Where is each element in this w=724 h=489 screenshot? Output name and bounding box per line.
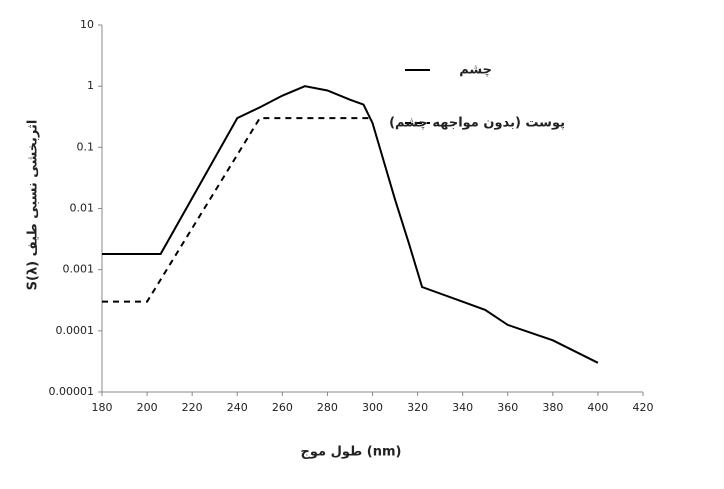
x-tick-label: 280 (317, 401, 338, 414)
legend-label: چشم (459, 63, 492, 78)
x-tick-label: 240 (227, 401, 248, 414)
y-tick-label: 0.01 (70, 202, 95, 215)
x-tick-label: 400 (587, 401, 608, 414)
y-tick-label: 0.0001 (56, 324, 95, 337)
x-tick-label: 340 (452, 401, 473, 414)
x-tick-label: 200 (137, 401, 158, 414)
x-tick-label: 180 (92, 401, 113, 414)
y-tick-label: 0.00001 (49, 385, 95, 398)
x-tick-label: 420 (633, 401, 654, 414)
y-axis-label: اثربخشی نسبی طیف S(λ) (26, 120, 41, 291)
x-tick-label: 260 (272, 401, 293, 414)
legend-label: پوست (بدون مواجهه چشم) (389, 116, 565, 131)
x-tick-label: 360 (497, 401, 518, 414)
x-tick-label: 320 (407, 401, 428, 414)
x-axis-label: طول موج (nm) (301, 445, 402, 460)
x-tick-label: 300 (362, 401, 383, 414)
y-tick-label: 0.001 (63, 263, 95, 276)
y-tick-label: 1 (87, 79, 94, 92)
y-tick-label: 0.1 (77, 140, 95, 153)
series-line (102, 85, 599, 364)
x-tick-label: 220 (182, 401, 203, 414)
y-tick-label: 10 (80, 18, 94, 31)
x-tick-label: 380 (542, 401, 563, 414)
series-line (102, 117, 373, 303)
